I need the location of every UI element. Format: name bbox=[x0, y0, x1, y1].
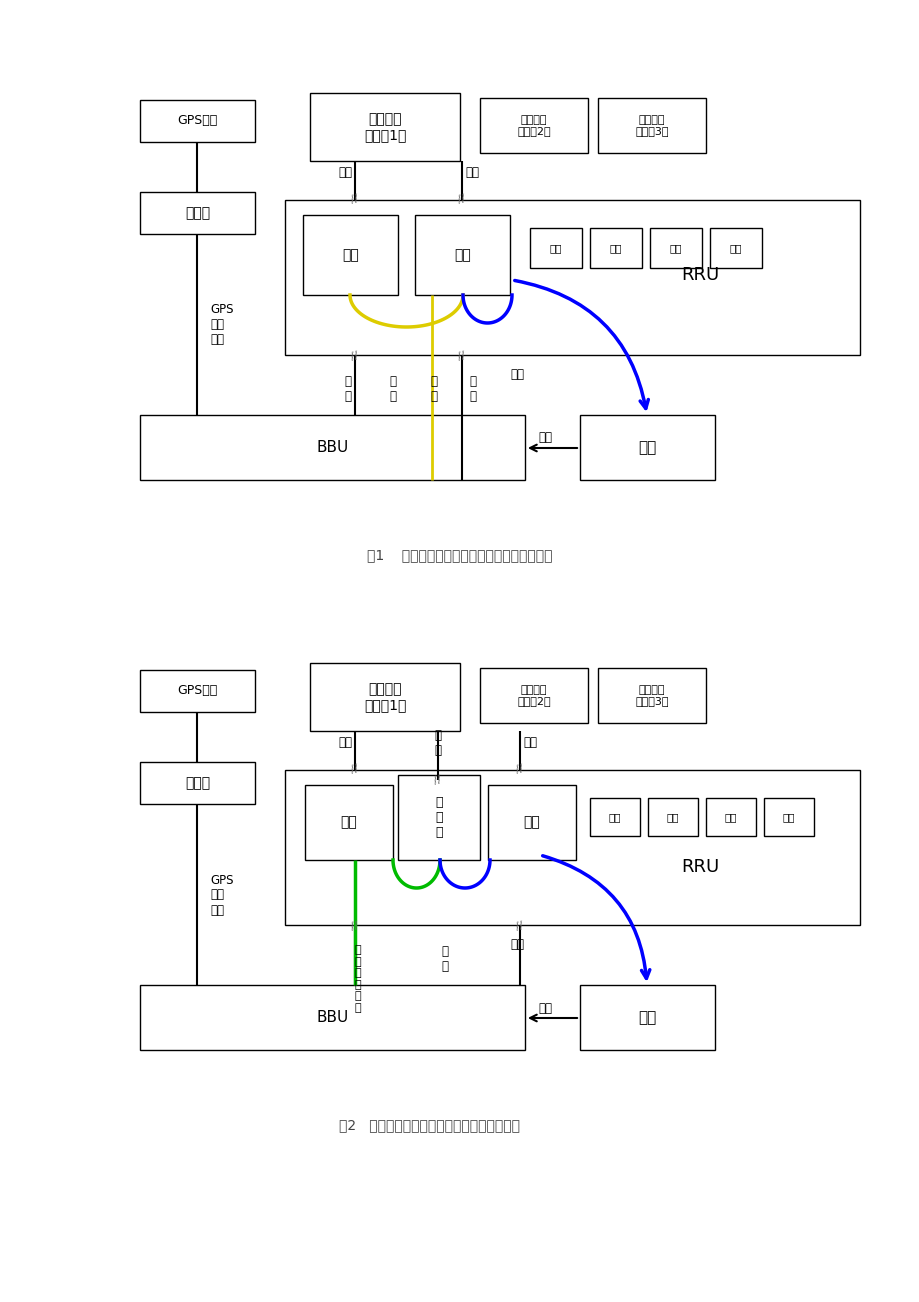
Text: 智能天线
（扇区1）: 智能天线 （扇区1） bbox=[363, 112, 406, 142]
Text: 智能天线
（扇区2）: 智能天线 （扇区2） bbox=[516, 115, 550, 137]
Text: 电源: 电源 bbox=[538, 431, 551, 444]
FancyBboxPatch shape bbox=[597, 668, 705, 723]
Text: GPS天线: GPS天线 bbox=[177, 685, 218, 698]
Text: GPS
射频
电缆: GPS 射频 电缆 bbox=[210, 874, 233, 917]
Text: RRU: RRU bbox=[680, 266, 719, 284]
FancyBboxPatch shape bbox=[140, 762, 255, 805]
Text: 塔放: 塔放 bbox=[729, 243, 742, 253]
FancyBboxPatch shape bbox=[579, 986, 714, 1049]
Text: 智能天线
（扇区2）: 智能天线 （扇区2） bbox=[516, 685, 550, 706]
Text: 电源: 电源 bbox=[538, 1001, 551, 1014]
FancyBboxPatch shape bbox=[414, 215, 509, 296]
Text: 射
频: 射 频 bbox=[344, 375, 351, 404]
FancyBboxPatch shape bbox=[650, 228, 701, 268]
Text: 电源: 电源 bbox=[638, 440, 656, 454]
FancyBboxPatch shape bbox=[140, 191, 255, 234]
Text: //: // bbox=[515, 763, 525, 775]
FancyBboxPatch shape bbox=[709, 228, 761, 268]
Text: //: // bbox=[515, 921, 525, 932]
FancyBboxPatch shape bbox=[285, 769, 859, 924]
Text: 电源: 电源 bbox=[638, 1010, 656, 1025]
Text: 射频: 射频 bbox=[337, 737, 352, 750]
FancyBboxPatch shape bbox=[597, 98, 705, 154]
FancyBboxPatch shape bbox=[647, 798, 698, 836]
FancyBboxPatch shape bbox=[305, 785, 392, 861]
Text: 图1    第一代分布式基站设备及天馈系统示意图: 图1 第一代分布式基站设备及天馈系统示意图 bbox=[367, 548, 552, 562]
Text: 低噪放: 低噪放 bbox=[185, 776, 210, 790]
Text: 塔放: 塔放 bbox=[609, 243, 621, 253]
Text: //: // bbox=[350, 350, 359, 362]
Text: 射频: 射频 bbox=[337, 167, 352, 180]
Text: 智能天线
（扇区3）: 智能天线 （扇区3） bbox=[634, 685, 668, 706]
Text: 塔放: 塔放 bbox=[666, 812, 678, 822]
Text: 控
制: 控 制 bbox=[430, 375, 437, 404]
FancyBboxPatch shape bbox=[589, 798, 640, 836]
FancyBboxPatch shape bbox=[487, 785, 575, 861]
Text: 塔放: 塔放 bbox=[550, 243, 562, 253]
FancyBboxPatch shape bbox=[589, 228, 641, 268]
Text: 智能天线
（扇区1）: 智能天线 （扇区1） bbox=[363, 682, 406, 712]
FancyBboxPatch shape bbox=[140, 986, 525, 1049]
Text: GPS
射频
电缆: GPS 射频 电缆 bbox=[210, 303, 233, 346]
FancyBboxPatch shape bbox=[398, 775, 480, 861]
Text: 塔放: 塔放 bbox=[669, 243, 682, 253]
Text: //: // bbox=[433, 775, 442, 786]
FancyBboxPatch shape bbox=[285, 201, 859, 355]
FancyBboxPatch shape bbox=[763, 798, 813, 836]
FancyBboxPatch shape bbox=[140, 415, 525, 480]
Text: 塔放: 塔放 bbox=[782, 812, 794, 822]
Text: 塔放: 塔放 bbox=[608, 812, 620, 822]
Text: //: // bbox=[350, 193, 359, 204]
Text: 塔放: 塔放 bbox=[340, 815, 357, 829]
FancyBboxPatch shape bbox=[480, 98, 587, 154]
Text: 校
准: 校 准 bbox=[434, 729, 441, 756]
Text: 电源: 电源 bbox=[509, 368, 524, 381]
Text: 塔放: 塔放 bbox=[454, 247, 471, 262]
Text: 射频: 射频 bbox=[464, 167, 479, 180]
Text: 智能天线
（扇区3）: 智能天线 （扇区3） bbox=[634, 115, 668, 137]
Text: 射频: 射频 bbox=[522, 737, 537, 750]
Text: 校
准: 校 准 bbox=[389, 375, 396, 404]
Text: 电源: 电源 bbox=[509, 937, 524, 950]
FancyBboxPatch shape bbox=[480, 668, 587, 723]
FancyBboxPatch shape bbox=[140, 671, 255, 712]
FancyBboxPatch shape bbox=[310, 663, 460, 730]
FancyBboxPatch shape bbox=[310, 92, 460, 161]
Text: 射
频: 射 频 bbox=[469, 375, 476, 404]
Text: RRU: RRU bbox=[680, 858, 719, 876]
FancyBboxPatch shape bbox=[529, 228, 582, 268]
FancyBboxPatch shape bbox=[140, 100, 255, 142]
Text: BBU: BBU bbox=[316, 1010, 348, 1025]
Text: 中
频
集
束
电
缆: 中 频 集 束 电 缆 bbox=[355, 945, 361, 1013]
Text: 塔放: 塔放 bbox=[523, 815, 539, 829]
Text: //: // bbox=[457, 350, 467, 362]
FancyBboxPatch shape bbox=[302, 215, 398, 296]
Text: 图2   第二代分布式基站设备及天馈系统示意图: 图2 第二代分布式基站设备及天馈系统示意图 bbox=[339, 1118, 520, 1131]
Text: //: // bbox=[350, 921, 359, 932]
Text: 低噪放: 低噪放 bbox=[185, 206, 210, 220]
FancyBboxPatch shape bbox=[705, 798, 755, 836]
Text: //: // bbox=[350, 763, 359, 775]
FancyBboxPatch shape bbox=[579, 415, 714, 480]
Text: 功
分
器: 功 分 器 bbox=[435, 796, 442, 838]
Text: //: // bbox=[457, 193, 467, 204]
Text: GPS天线: GPS天线 bbox=[177, 115, 218, 128]
Text: 塔放: 塔放 bbox=[342, 247, 358, 262]
Text: 控
制: 控 制 bbox=[441, 945, 448, 973]
Text: 塔放: 塔放 bbox=[724, 812, 736, 822]
Text: BBU: BBU bbox=[316, 440, 348, 454]
